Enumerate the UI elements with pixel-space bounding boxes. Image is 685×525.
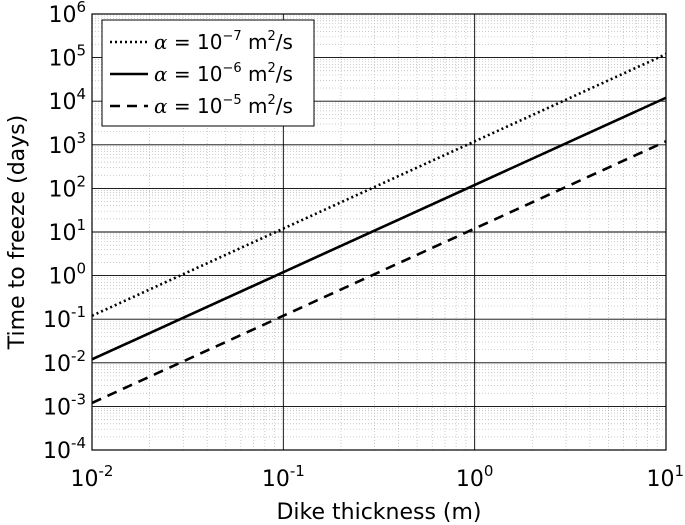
y-tick-label: 100 bbox=[48, 260, 86, 290]
legend-label-dotted: α = 10−7 m2/s bbox=[154, 29, 293, 54]
y-tick-label: 10-4 bbox=[43, 434, 86, 464]
series-line-solid bbox=[91, 96, 667, 361]
y-tick-labels: 10-4 10-3 10-2 10-1 100 101 102 103 104 105 106 bbox=[43, 0, 86, 464]
x-tick-labels: 10-2 10-1 100 101 bbox=[71, 462, 684, 492]
y-tick-label: 104 bbox=[48, 85, 86, 115]
x-tick-label: 10-1 bbox=[262, 462, 305, 492]
legend-label-solid: α = 10−6 m2/s bbox=[154, 61, 293, 86]
x-tick-label: 10-2 bbox=[71, 462, 114, 492]
y-tick-label: 105 bbox=[48, 42, 86, 72]
series-line-dotted bbox=[91, 52, 667, 317]
x-axis-label: Dike thickness (m) bbox=[276, 500, 481, 525]
legend: α = 10−7 m2/s α = 10−6 m2/s α = 10−5 m2/s bbox=[101, 19, 315, 127]
y-tick-label: 101 bbox=[48, 216, 86, 246]
y-axis-label: Time to freeze (days) bbox=[5, 115, 30, 350]
y-tick-label: 10-2 bbox=[43, 347, 86, 377]
x-tick-label: 100 bbox=[456, 462, 494, 492]
y-tick-label: 10-1 bbox=[43, 303, 86, 333]
series-line-dashed bbox=[91, 140, 667, 405]
y-tick-label: 103 bbox=[48, 129, 86, 159]
y-tick-label: 102 bbox=[48, 172, 86, 202]
series-layer bbox=[91, 52, 667, 405]
y-tick-label: 106 bbox=[48, 0, 86, 28]
plot-frame bbox=[91, 13, 667, 451]
x-tick-label: 101 bbox=[646, 462, 684, 492]
legend-label-dashed: α = 10−5 m2/s bbox=[154, 93, 293, 118]
y-tick-label: 10-3 bbox=[43, 390, 86, 420]
